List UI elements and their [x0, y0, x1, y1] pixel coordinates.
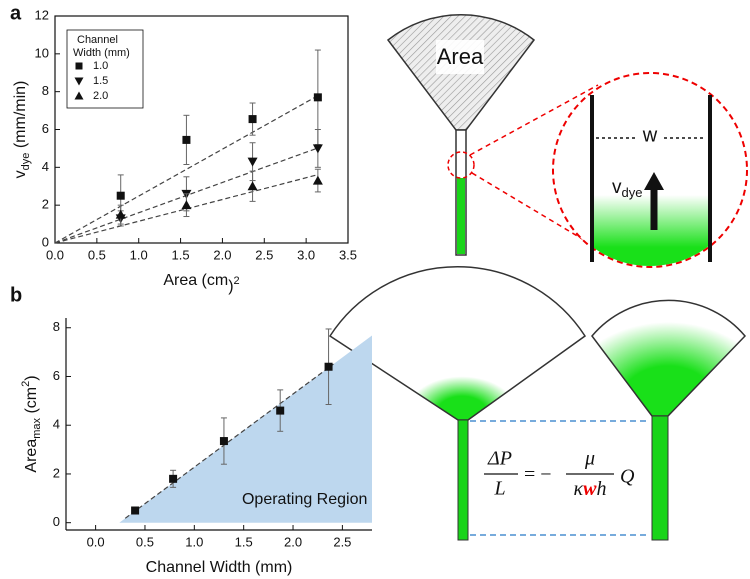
axis-label-part: (cm — [23, 387, 40, 418]
zoom-view: w vdye — [552, 72, 748, 268]
eq-w: w — [583, 478, 597, 500]
eq-numerator: ΔP — [487, 448, 512, 470]
marker — [116, 191, 125, 200]
legend-title: Width (mm) — [73, 47, 130, 59]
eq-equals: = − — [524, 464, 552, 486]
y-tick-label: 2 — [42, 197, 49, 212]
marker — [169, 474, 178, 483]
eq-q: Q — [620, 466, 635, 488]
legend-label: 1.0 — [93, 60, 108, 72]
x-tick-label: 0.5 — [136, 534, 154, 549]
legend-title: Channel — [77, 34, 118, 46]
marker — [247, 181, 258, 191]
marker — [248, 115, 257, 124]
fit-line — [124, 363, 334, 519]
x-tick-label: 3.5 — [339, 247, 357, 262]
x-tick-label: 2.0 — [284, 534, 302, 549]
y-tick-label: 0 — [42, 234, 49, 249]
velocity-text: v — [612, 177, 622, 198]
marker — [182, 135, 191, 144]
axis-label-part: 2 — [20, 381, 32, 387]
y-tick-label: 10 — [35, 45, 49, 60]
x-tick-label: 2.5 — [255, 247, 273, 262]
eq-mu: μ — [584, 448, 595, 470]
y-tick-label: 4 — [42, 159, 49, 174]
marker — [181, 200, 192, 210]
axis-label-part: Channel Width (mm) — [146, 559, 293, 576]
top-funnel: Area — [386, 13, 599, 256]
marker — [75, 62, 83, 70]
marker — [74, 77, 84, 86]
marker — [74, 91, 84, 100]
axis-label-part: (mm/min) — [12, 81, 29, 153]
equation: ΔP L = − μ κwh Q — [484, 448, 635, 500]
x-tick-label: 0.0 — [46, 247, 64, 262]
fit-line — [54, 95, 319, 244]
width-label: w — [642, 124, 658, 146]
x-tick-label: 1.0 — [185, 534, 203, 549]
x-tick-label: 0.5 — [88, 247, 106, 262]
axis-label-part: v — [12, 170, 29, 178]
eq-kappa: κ — [574, 478, 584, 500]
marker — [219, 437, 228, 446]
marker — [312, 175, 323, 185]
axis-label: vdye (mm/min) — [12, 81, 32, 179]
y-tick-label: 6 — [53, 368, 60, 383]
y-tick-label: 8 — [42, 83, 49, 98]
bottom-funnels: ΔP L = − μ κwh Q — [328, 266, 747, 541]
axis-label: Channel Width (mm) — [146, 559, 293, 576]
x-tick-label: 3.0 — [297, 247, 315, 262]
velocity-sub: dye — [622, 185, 643, 200]
axis-label-part: 2 — [234, 275, 240, 287]
marker — [131, 506, 140, 515]
marker — [313, 93, 322, 102]
axis-label-part: dye — [20, 153, 32, 171]
x-tick-label: 1.5 — [172, 247, 190, 262]
y-tick-label: 2 — [53, 465, 60, 480]
x-tick-label: 1.0 — [130, 247, 148, 262]
x-tick-label: 2.5 — [333, 534, 351, 549]
axis-label-part: Area (cm — [163, 272, 228, 289]
marker — [312, 144, 323, 154]
legend-label: 1.5 — [93, 75, 108, 87]
velocity-label: vdye — [612, 177, 642, 200]
y-tick-label: 6 — [42, 121, 49, 136]
x-tick-label: 1.5 — [235, 534, 253, 549]
x-tick-label: 2.0 — [213, 247, 231, 262]
x-tick-label: 0.0 — [87, 534, 105, 549]
axis-label: Area (cm)2 — [163, 272, 239, 295]
marker — [115, 209, 126, 219]
y-tick-label: 8 — [53, 319, 60, 334]
panel-label: a — [10, 2, 22, 24]
eq-denominator: L — [493, 478, 505, 500]
y-tick-label: 4 — [53, 417, 60, 432]
y-tick-label: 0 — [53, 514, 60, 529]
axis-label-part: Area — [23, 439, 40, 473]
axis-label-part: ) — [228, 278, 233, 295]
marker — [324, 362, 333, 371]
axis-label-part: max — [31, 417, 43, 438]
fit-line — [54, 174, 319, 244]
panel-label: b — [10, 284, 22, 306]
axis-label-part: ) — [23, 375, 40, 380]
area-label: Area — [437, 44, 484, 69]
legend-label: 2.0 — [93, 90, 108, 102]
y-tick-label: 12 — [35, 7, 49, 22]
region-label: Operating Region — [242, 491, 367, 508]
marker — [247, 157, 258, 167]
eq-denominator2: κwh — [574, 478, 607, 500]
marker — [276, 406, 285, 415]
axis-label: Areamax (cm2) — [20, 375, 43, 472]
eq-h: h — [596, 478, 606, 500]
